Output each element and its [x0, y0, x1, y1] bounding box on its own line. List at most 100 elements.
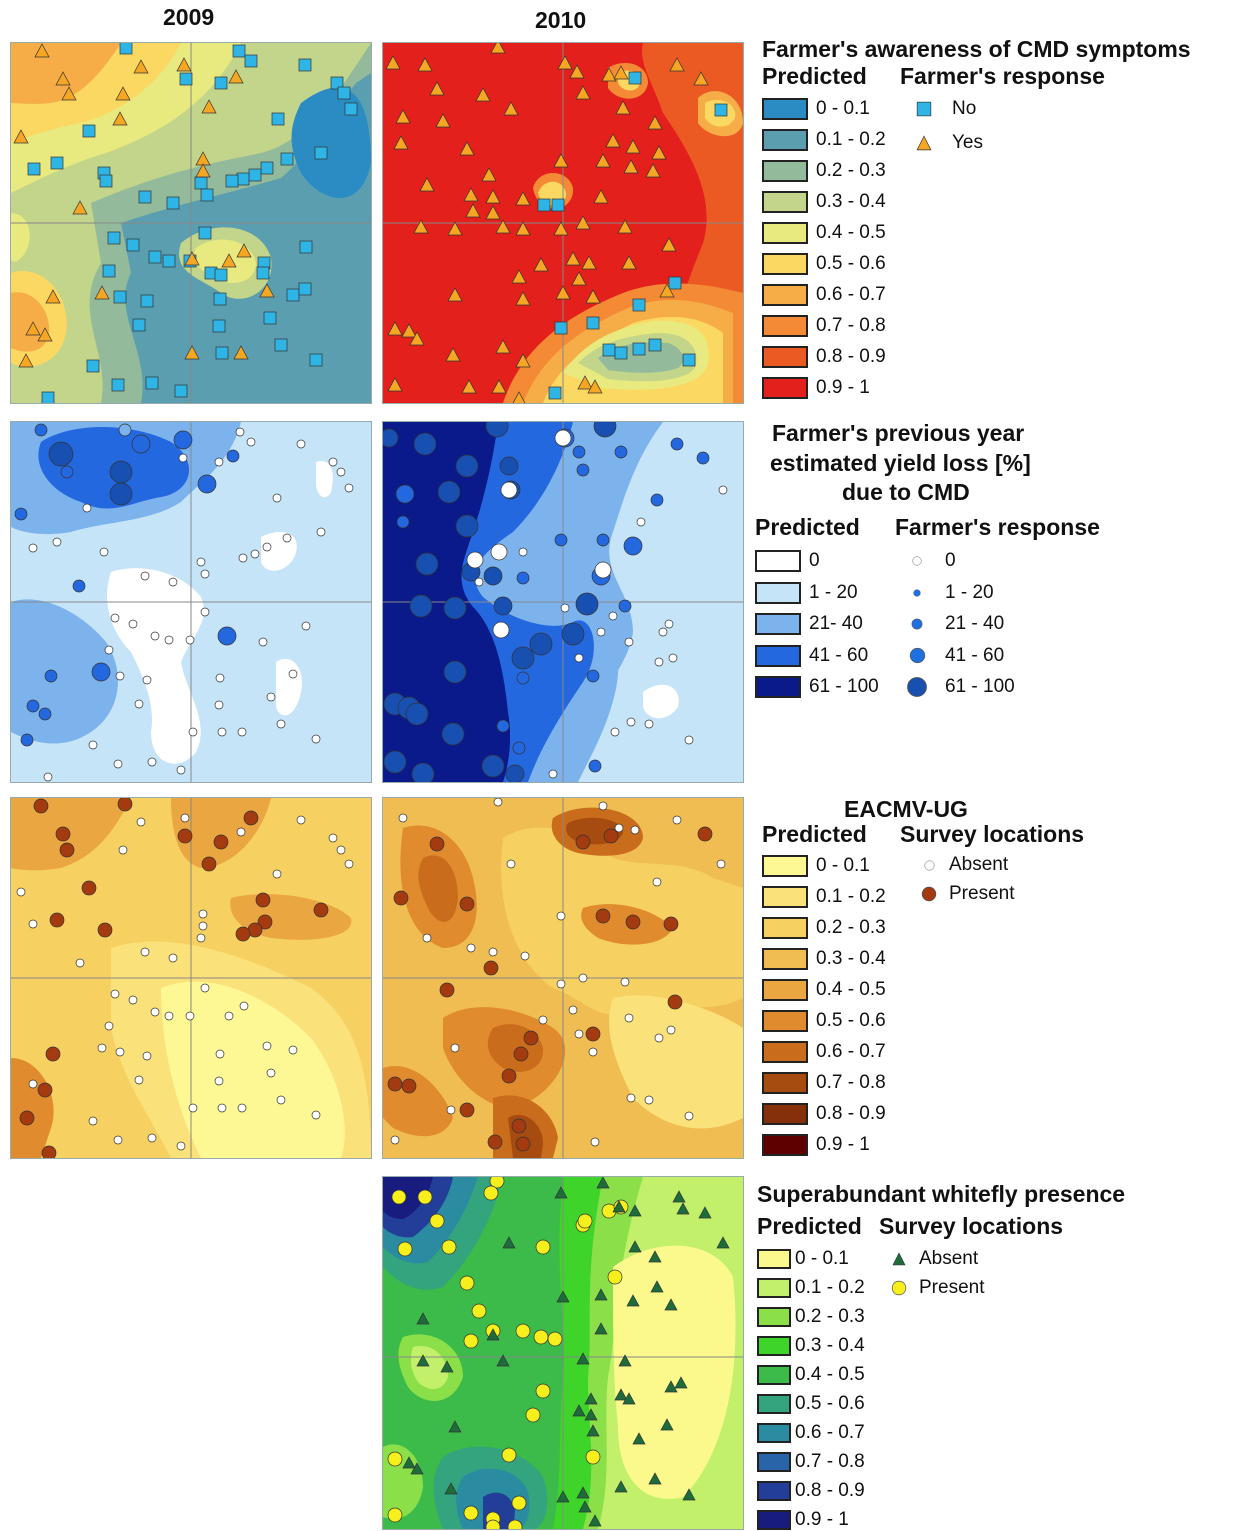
whitefly-absent-marker	[554, 1186, 568, 1199]
circle-icon	[905, 618, 929, 630]
eacmv-absent-marker	[180, 813, 190, 823]
eacmv-absent-marker	[574, 1029, 584, 1039]
whitefly-class-item: 0.5 - 0.6	[757, 1393, 865, 1415]
eacmv-absent-marker	[118, 845, 128, 855]
yield-loss-marker	[109, 482, 133, 506]
yield-loss-marker	[396, 515, 410, 529]
whitefly-class-label: 0 - 0.1	[795, 1248, 849, 1269]
yield-loss-marker	[344, 483, 354, 493]
yield-loss-marker	[614, 445, 628, 459]
eacmv-response-label: Present	[949, 883, 1015, 904]
eacmv-absent-marker	[644, 1095, 654, 1105]
whitefly-present-marker	[585, 1449, 601, 1465]
eacmv-present-marker	[177, 828, 193, 844]
yield-loss-marker	[490, 543, 508, 561]
whitefly-absent-marker	[448, 1420, 462, 1433]
circle-icon	[905, 647, 929, 664]
eacmv-present-marker	[117, 798, 133, 812]
yield-loss-marker	[214, 457, 224, 467]
yield_loss-response-label: 1 - 20	[945, 581, 994, 603]
yield-loss-marker	[266, 692, 276, 702]
yes-response-marker	[601, 67, 617, 82]
whitefly-present-marker	[463, 1333, 479, 1349]
yield-loss-marker	[500, 481, 518, 499]
awareness-class-item: 0.4 - 0.5	[762, 222, 886, 244]
whitefly-present-marker	[501, 1447, 517, 1463]
yes-response-marker	[18, 353, 34, 368]
eacmv-present-marker	[45, 1046, 61, 1062]
whitefly-present-marker	[441, 1239, 457, 1255]
whitefly-response-label: Absent	[919, 1248, 979, 1269]
no-response-marker	[126, 238, 140, 252]
whitefly-class-swatch	[757, 1278, 791, 1298]
yield-loss-marker	[654, 657, 664, 667]
whitefly-absent-marker	[676, 1202, 690, 1215]
eacmv-absent-marker	[624, 1013, 634, 1023]
circle-icon	[905, 588, 929, 597]
eacmv-absent-marker	[150, 1007, 160, 1017]
yes-response-marker	[459, 141, 475, 156]
eacmv-class-label: 0.6 - 0.7	[816, 1041, 886, 1062]
eacmv-present-marker	[667, 994, 683, 1010]
whitefly-absent-marker	[502, 1236, 516, 1249]
awareness-class-item: 0.9 - 1	[762, 377, 870, 399]
circle-icon	[917, 886, 941, 902]
eacmv-absent-marker	[568, 1005, 578, 1015]
yield-loss-marker	[258, 637, 268, 647]
no-response-marker	[111, 378, 125, 392]
yield_loss-response-label: 61 - 100	[945, 676, 1015, 697]
yes-response-marker	[409, 331, 425, 346]
eacmv-absent-marker	[336, 845, 346, 855]
whitefly-absent-marker	[622, 1392, 636, 1405]
yield-loss-marker	[296, 439, 306, 449]
circle-icon	[905, 556, 929, 566]
yield-loss-marker	[588, 759, 602, 773]
awareness-class-swatch	[762, 98, 808, 120]
whitefly-class-swatch	[757, 1423, 791, 1443]
eacmv-absent-marker	[214, 1076, 224, 1086]
eacmv-absent-marker	[614, 823, 624, 833]
whitefly-absent-marker	[618, 1354, 632, 1367]
yield-loss-marker	[413, 432, 437, 456]
yes-response-marker	[617, 219, 633, 234]
whitefly-legend-title: Superabundant whitefly presence	[757, 1181, 1126, 1207]
yield_loss-response-label: 21 - 40	[945, 613, 1005, 634]
yes-response-marker	[465, 203, 481, 218]
yes-response-marker	[417, 57, 433, 72]
whitefly-class-item: 0.2 - 0.3	[757, 1306, 865, 1328]
no-response-marker	[225, 174, 239, 188]
yield-loss-marker	[443, 596, 467, 620]
yield-loss-marker	[115, 671, 125, 681]
yield_loss-class-label: 61 - 100	[809, 676, 879, 697]
whitefly-absent-marker	[682, 1488, 696, 1501]
no-response-marker	[132, 318, 146, 332]
yield-loss-marker	[383, 428, 399, 448]
no-response-marker	[648, 338, 662, 352]
awareness-response-item: Yes	[912, 132, 983, 154]
eacmv-present-marker	[401, 1078, 417, 1094]
whitefly-absent-marker	[576, 1486, 590, 1499]
yes-response-marker	[495, 339, 511, 354]
whitefly-class-swatch	[757, 1336, 791, 1356]
awareness-class-item: 0.8 - 0.9	[762, 346, 886, 368]
whitefly-present-marker	[391, 1189, 407, 1205]
yes-response-marker	[485, 205, 501, 220]
yield-loss-marker	[176, 765, 186, 775]
whitefly-class-label: 0.3 - 0.4	[795, 1335, 865, 1356]
whitefly-class-label: 0.5 - 0.6	[795, 1393, 865, 1414]
yield-loss-marker	[142, 675, 152, 685]
no-response-marker	[162, 254, 176, 268]
eacmv-present-marker	[235, 926, 251, 942]
yes-response-marker	[387, 321, 403, 336]
eacmv-absent-marker	[328, 833, 338, 843]
eacmv-present-marker	[37, 1082, 53, 1098]
yes-response-marker	[413, 219, 429, 234]
no-response-marker	[232, 44, 246, 58]
yes-response-marker	[647, 115, 663, 130]
yield-loss-marker	[128, 619, 138, 629]
eacmv-absent-marker	[147, 1133, 157, 1143]
yield_loss-class-item: 21- 40	[755, 613, 863, 635]
yes-response-marker	[236, 243, 252, 258]
yield-loss-marker	[238, 553, 248, 563]
yes-response-marker	[447, 287, 463, 302]
